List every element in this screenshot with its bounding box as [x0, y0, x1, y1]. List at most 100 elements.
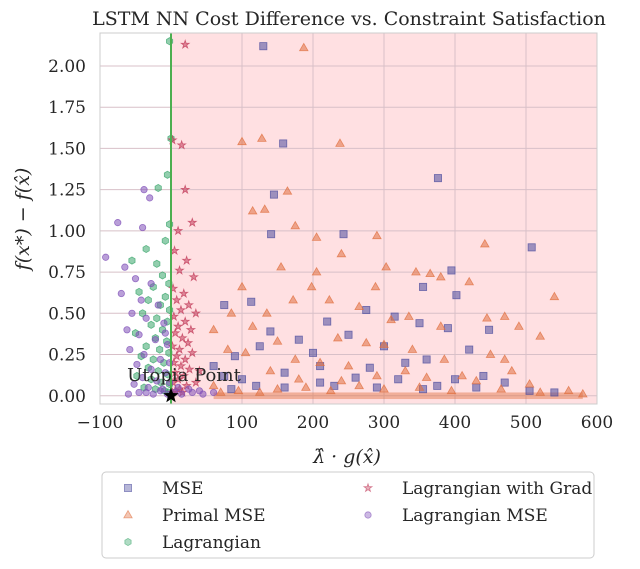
data-point	[161, 369, 169, 377]
data-point	[269, 190, 278, 199]
data-point	[176, 139, 187, 150]
data-point	[339, 230, 348, 239]
plot-frame	[99, 32, 598, 405]
data-point	[535, 331, 546, 340]
data-point	[179, 353, 191, 364]
data-point	[124, 390, 132, 398]
data-point	[381, 261, 392, 271]
series-mse	[209, 42, 559, 397]
data-point	[499, 354, 510, 363]
data-point	[471, 375, 482, 385]
data-point	[563, 385, 574, 395]
data-point	[379, 383, 389, 393]
data-point	[290, 354, 301, 363]
data-point	[237, 136, 247, 146]
data-point	[133, 371, 141, 381]
data-point	[114, 219, 122, 227]
data-point	[153, 314, 161, 323]
data-point	[394, 375, 403, 384]
data-point	[181, 255, 192, 265]
data-point	[311, 266, 322, 276]
data-point	[372, 370, 382, 380]
data-point	[215, 387, 226, 396]
data-point	[247, 205, 258, 215]
y-tick-label: 2.00	[48, 57, 86, 77]
data-point	[151, 336, 159, 344]
data-point	[131, 275, 140, 283]
data-point	[177, 332, 188, 343]
data-point	[535, 387, 546, 396]
legend-marker	[124, 537, 132, 547]
data-point	[163, 341, 172, 349]
legend-marker	[362, 482, 374, 493]
data-point	[144, 296, 152, 305]
x-axis-label: λ̂ · g(x̂)	[312, 446, 381, 468]
y-tick-label: 0.25	[48, 346, 86, 366]
utopia-point-star	[163, 387, 179, 403]
data-point	[272, 336, 283, 345]
data-point	[415, 319, 424, 328]
data-point	[126, 345, 134, 354]
data-point	[362, 306, 371, 315]
data-point	[506, 365, 517, 375]
data-point	[209, 362, 218, 371]
x-tick-label: 0	[166, 413, 177, 433]
data-point	[187, 217, 198, 228]
data-point	[247, 321, 258, 330]
data-point	[343, 360, 354, 370]
data-point	[137, 296, 145, 304]
data-point	[130, 380, 138, 388]
data-point	[344, 330, 353, 339]
data-point	[233, 385, 244, 395]
data-point	[400, 365, 411, 375]
data-point	[154, 183, 162, 193]
legend-label: MSE	[162, 479, 203, 499]
data-point	[194, 365, 205, 376]
data-point	[315, 357, 325, 367]
x-tick-label: 200	[297, 413, 329, 433]
data-point	[524, 379, 535, 388]
data-point	[154, 301, 162, 309]
data-point	[210, 388, 218, 397]
legend-box	[101, 471, 595, 559]
data-point	[365, 363, 374, 372]
data-point	[147, 280, 155, 288]
data-point	[161, 329, 169, 337]
y-axis-label: f(x*) − f(x̂)	[12, 168, 34, 273]
data-point	[142, 244, 150, 254]
data-point	[425, 268, 436, 278]
data-point	[226, 308, 237, 317]
series-primal-mse	[208, 42, 588, 398]
data-point	[256, 133, 267, 142]
data-point	[237, 281, 247, 291]
data-point	[577, 388, 588, 398]
data-point	[272, 383, 283, 393]
data-point	[139, 374, 147, 382]
data-point	[290, 220, 301, 230]
data-point	[306, 281, 317, 291]
data-point	[351, 373, 360, 382]
data-point	[372, 230, 382, 240]
data-point	[208, 380, 219, 390]
data-point	[479, 371, 488, 380]
legend-label: Lagrangian	[162, 533, 261, 553]
data-point	[336, 248, 347, 258]
data-point	[450, 375, 459, 384]
data-point	[156, 345, 164, 354]
data-point	[160, 319, 168, 327]
data-point	[174, 383, 182, 392]
data-point	[259, 204, 270, 213]
data-point	[154, 366, 162, 376]
data-point	[175, 360, 187, 371]
data-point	[282, 186, 293, 195]
data-point	[172, 225, 184, 236]
data-point	[158, 271, 167, 280]
axes	[99, 32, 598, 405]
data-point	[401, 358, 410, 367]
data-point	[167, 134, 178, 145]
data-point	[419, 282, 428, 291]
data-point	[139, 223, 147, 232]
data-point	[190, 307, 202, 318]
x-tick-label: 100	[226, 413, 258, 433]
data-point	[485, 325, 494, 334]
